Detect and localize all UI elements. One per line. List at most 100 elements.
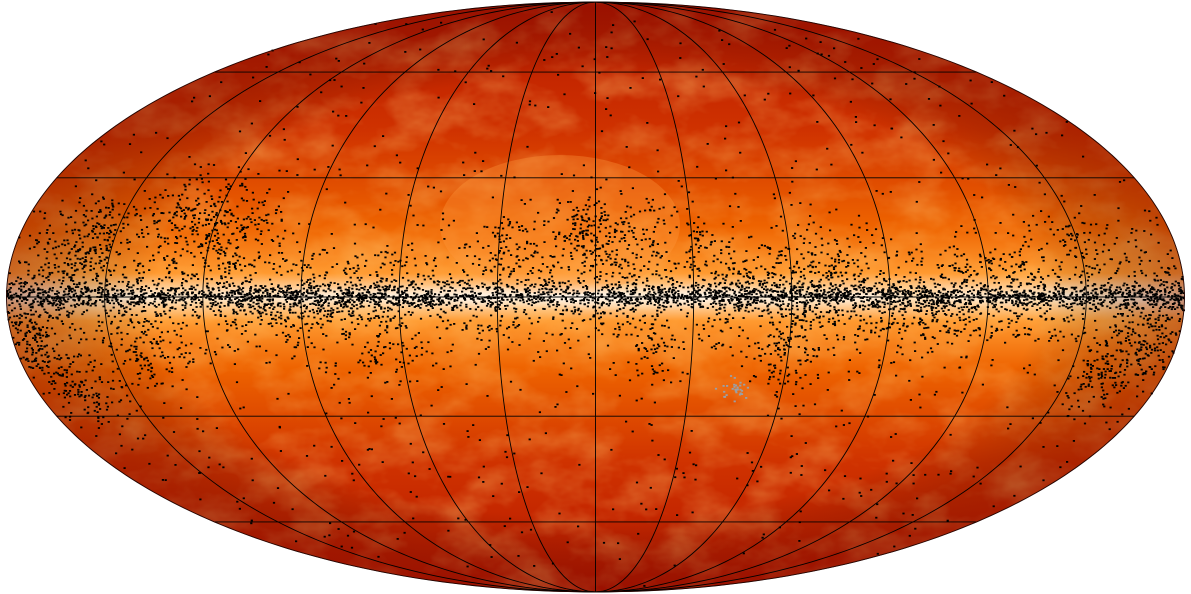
source-marker bbox=[805, 320, 808, 323]
source-marker bbox=[904, 290, 907, 293]
source-marker bbox=[241, 300, 244, 302]
source-marker bbox=[633, 274, 636, 277]
source-marker bbox=[568, 238, 571, 241]
source-marker bbox=[538, 316, 541, 319]
source-marker bbox=[835, 298, 838, 301]
source-marker bbox=[788, 298, 791, 301]
source-marker bbox=[92, 225, 95, 227]
source-marker bbox=[975, 308, 978, 311]
source-marker bbox=[77, 250, 80, 253]
source-marker bbox=[1140, 311, 1143, 314]
source-marker bbox=[733, 290, 736, 293]
source-marker bbox=[435, 303, 438, 306]
source-marker bbox=[18, 236, 21, 239]
source-marker bbox=[355, 270, 358, 272]
source-marker bbox=[38, 273, 41, 276]
source-marker bbox=[100, 287, 103, 289]
source-marker bbox=[337, 297, 340, 299]
source-marker bbox=[678, 302, 682, 305]
source-marker bbox=[102, 337, 105, 339]
source-marker bbox=[942, 292, 945, 295]
source-marker bbox=[318, 253, 321, 256]
source-marker bbox=[579, 282, 582, 284]
source-marker bbox=[631, 293, 634, 296]
source-marker bbox=[81, 313, 84, 316]
source-marker bbox=[242, 299, 245, 301]
source-marker bbox=[542, 296, 545, 299]
source-marker bbox=[1062, 293, 1065, 296]
source-marker bbox=[463, 246, 466, 249]
source-marker bbox=[617, 294, 620, 297]
source-marker bbox=[363, 297, 366, 299]
source-marker bbox=[843, 323, 846, 325]
source-marker bbox=[725, 290, 728, 293]
source-marker bbox=[373, 296, 376, 299]
source-marker bbox=[267, 295, 270, 298]
source-marker bbox=[521, 297, 524, 299]
source-marker bbox=[756, 299, 759, 302]
source-marker bbox=[773, 282, 776, 284]
source-marker bbox=[78, 296, 82, 299]
source-marker bbox=[658, 297, 661, 300]
source-marker bbox=[1086, 300, 1089, 303]
source-marker bbox=[862, 318, 866, 321]
source-marker bbox=[835, 310, 838, 312]
source-marker bbox=[657, 289, 660, 292]
source-marker bbox=[830, 274, 833, 277]
source-marker bbox=[943, 288, 946, 291]
source-marker bbox=[909, 294, 912, 296]
source-marker bbox=[768, 289, 771, 292]
source-marker bbox=[688, 276, 691, 279]
source-marker bbox=[279, 305, 282, 308]
source-marker bbox=[649, 302, 653, 305]
source-marker bbox=[834, 283, 837, 286]
source-marker bbox=[57, 300, 60, 303]
source-marker bbox=[437, 303, 441, 306]
source-marker bbox=[139, 336, 142, 339]
source-marker bbox=[322, 283, 325, 286]
source-marker bbox=[734, 309, 737, 312]
source-marker bbox=[383, 346, 386, 349]
source-marker bbox=[24, 297, 27, 300]
source-marker bbox=[377, 297, 380, 299]
source-marker bbox=[223, 285, 226, 288]
source-marker bbox=[760, 244, 763, 247]
source-marker bbox=[235, 381, 239, 384]
source-marker bbox=[489, 269, 492, 272]
source-marker bbox=[39, 297, 42, 300]
source-marker bbox=[1177, 299, 1180, 302]
source-marker bbox=[109, 274, 112, 276]
source-marker bbox=[323, 249, 326, 251]
source-marker bbox=[677, 293, 680, 295]
source-marker bbox=[169, 341, 172, 344]
source-marker bbox=[565, 289, 568, 292]
source-marker bbox=[1070, 292, 1073, 295]
source-marker bbox=[559, 293, 562, 295]
source-marker bbox=[18, 303, 21, 306]
source-marker bbox=[209, 298, 212, 300]
source-marker bbox=[150, 296, 153, 298]
source-marker bbox=[339, 305, 343, 307]
source-marker bbox=[692, 260, 695, 263]
source-marker bbox=[602, 311, 605, 313]
source-marker bbox=[605, 253, 608, 255]
source-marker bbox=[68, 295, 71, 298]
source-marker bbox=[629, 322, 632, 325]
source-marker bbox=[184, 304, 187, 307]
source-marker bbox=[1134, 332, 1137, 335]
source-marker bbox=[1148, 259, 1151, 262]
source-marker bbox=[1110, 284, 1113, 287]
source-marker bbox=[587, 299, 590, 302]
source-marker bbox=[344, 288, 347, 291]
source-marker bbox=[695, 323, 698, 326]
source-marker bbox=[194, 311, 197, 313]
source-marker bbox=[249, 287, 252, 290]
source-marker bbox=[84, 264, 87, 267]
source-marker bbox=[412, 286, 415, 289]
source-marker bbox=[47, 294, 50, 297]
source-marker bbox=[529, 270, 532, 272]
source-marker bbox=[18, 296, 21, 299]
source-marker bbox=[930, 307, 933, 310]
source-marker bbox=[174, 293, 177, 296]
source-marker bbox=[689, 266, 692, 269]
